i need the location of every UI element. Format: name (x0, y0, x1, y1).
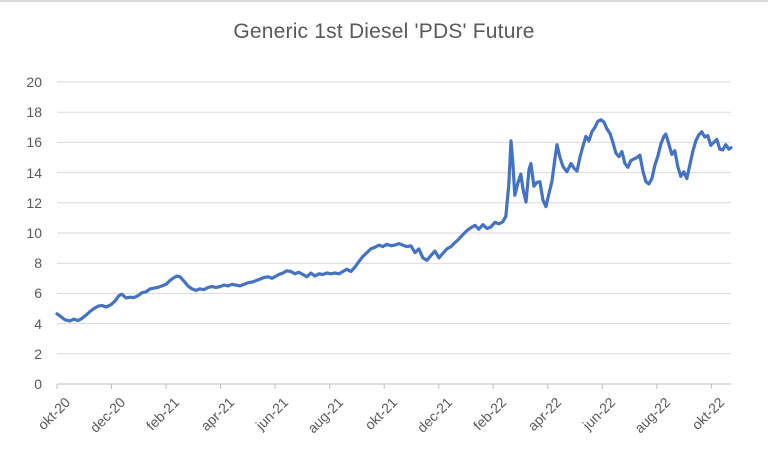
y-tick-label: 4 (34, 316, 42, 332)
y-tick-label: 18 (26, 104, 42, 120)
y-tick-label: 16 (26, 134, 42, 150)
y-tick-label: 8 (34, 255, 42, 271)
y-tick-label: 6 (34, 285, 42, 301)
y-tick-label: 12 (26, 195, 42, 211)
window-top-edge (0, 0, 768, 2)
y-tick-label: 14 (26, 165, 42, 181)
y-tick-label: 10 (26, 225, 42, 241)
y-tick-label: 0 (34, 376, 42, 392)
chart-title: Generic 1st Diesel 'PDS' Future (233, 20, 535, 43)
y-tick-label: 2 (34, 346, 42, 362)
price-line (55, 118, 733, 323)
y-tick-label: 20 (26, 74, 42, 90)
